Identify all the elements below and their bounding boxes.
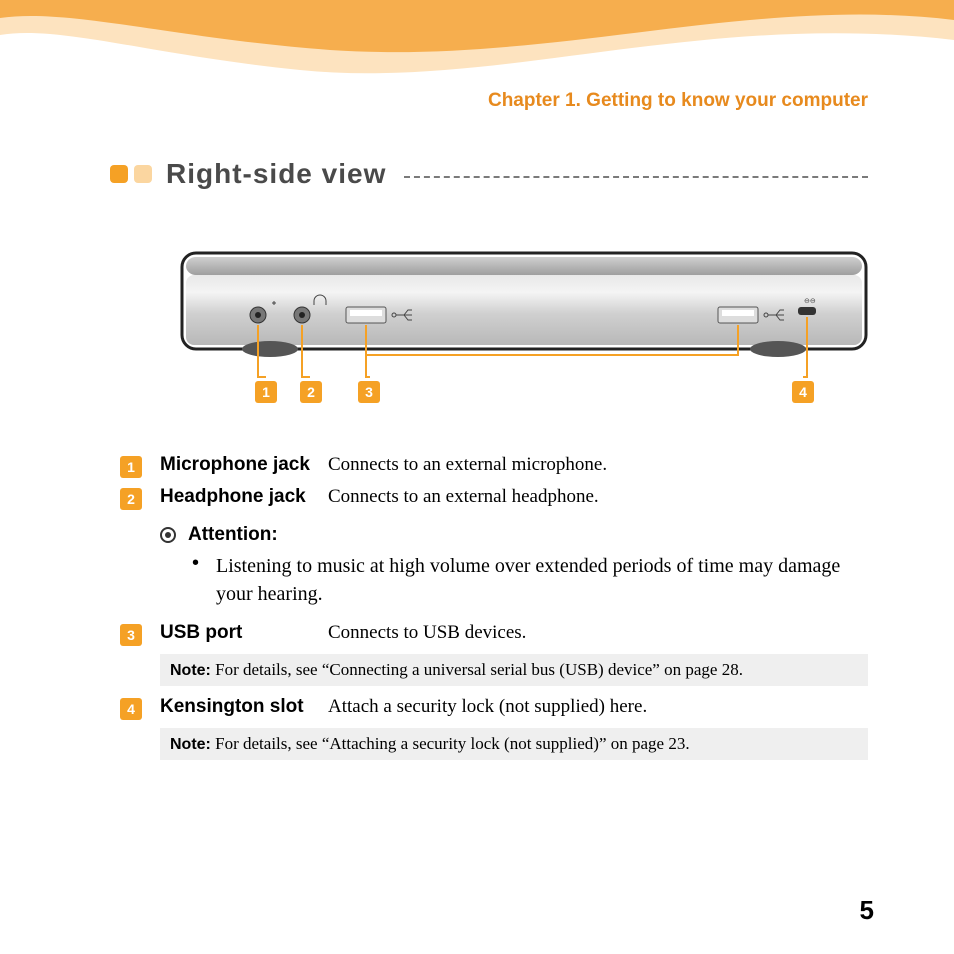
diagram-callout-4: 4	[792, 381, 814, 403]
item-term: Microphone jack	[142, 454, 328, 476]
page-number: 5	[860, 895, 874, 926]
item-row-2: 2 Headphone jack Connects to an external…	[120, 486, 868, 510]
item-row-3: 3 USB port Connects to USB devices.	[120, 622, 868, 646]
header-swoosh	[0, 0, 954, 150]
note-kensington: Note: For details, see “Attaching a secu…	[160, 728, 868, 760]
bullet-square-accent	[110, 165, 128, 183]
note-usb: Note: For details, see “Connecting a uni…	[160, 654, 868, 686]
item-term: Headphone jack	[142, 486, 328, 508]
item-desc: Connects to USB devices.	[328, 622, 868, 644]
diagram-callout-1: 1	[255, 381, 277, 403]
right-side-diagram: ⊖⊖ 1 2 3 4	[180, 245, 868, 415]
note-text: For details, see “Attaching a security l…	[211, 734, 690, 753]
callout-badge-1: 1	[120, 456, 142, 478]
callout-badge-4: 4	[120, 698, 142, 720]
note-text: For details, see “Connecting a universal…	[211, 660, 743, 679]
item-row-4: 4 Kensington slot Attach a security lock…	[120, 696, 868, 720]
section-title: Right-side view	[166, 158, 386, 190]
content-block: 1 Microphone jack Connects to an externa…	[120, 454, 868, 770]
note-label: Note:	[170, 662, 211, 679]
section-header: Right-side view	[110, 158, 868, 190]
item-desc: Attach a security lock (not supplied) he…	[328, 696, 868, 718]
callout-badge-2: 2	[120, 488, 142, 510]
attention-icon	[160, 527, 176, 543]
item-term: Kensington slot	[142, 696, 328, 718]
note-label: Note:	[170, 736, 211, 753]
diagram-callout-3: 3	[358, 381, 380, 403]
chapter-title: Chapter 1. Getting to know your computer	[488, 90, 868, 112]
attention-text: Listening to music at high volume over e…	[216, 552, 868, 608]
item-row-1: 1 Microphone jack Connects to an externa…	[120, 454, 868, 478]
diagram-callout-2: 2	[300, 381, 322, 403]
attention-heading: Attention:	[160, 524, 868, 546]
callout-badge-3: 3	[120, 624, 142, 646]
item-desc: Connects to an external microphone.	[328, 454, 868, 476]
attention-label: Attention:	[188, 524, 278, 546]
bullet-square-light	[134, 165, 152, 183]
bullet-icon: •	[192, 552, 216, 608]
item-desc: Connects to an external headphone.	[328, 486, 868, 508]
attention-bullet: • Listening to music at high volume over…	[192, 552, 868, 608]
svg-text:⊖⊖: ⊖⊖	[804, 298, 816, 305]
section-dash-rule	[404, 176, 868, 178]
item-term: USB port	[142, 622, 328, 644]
